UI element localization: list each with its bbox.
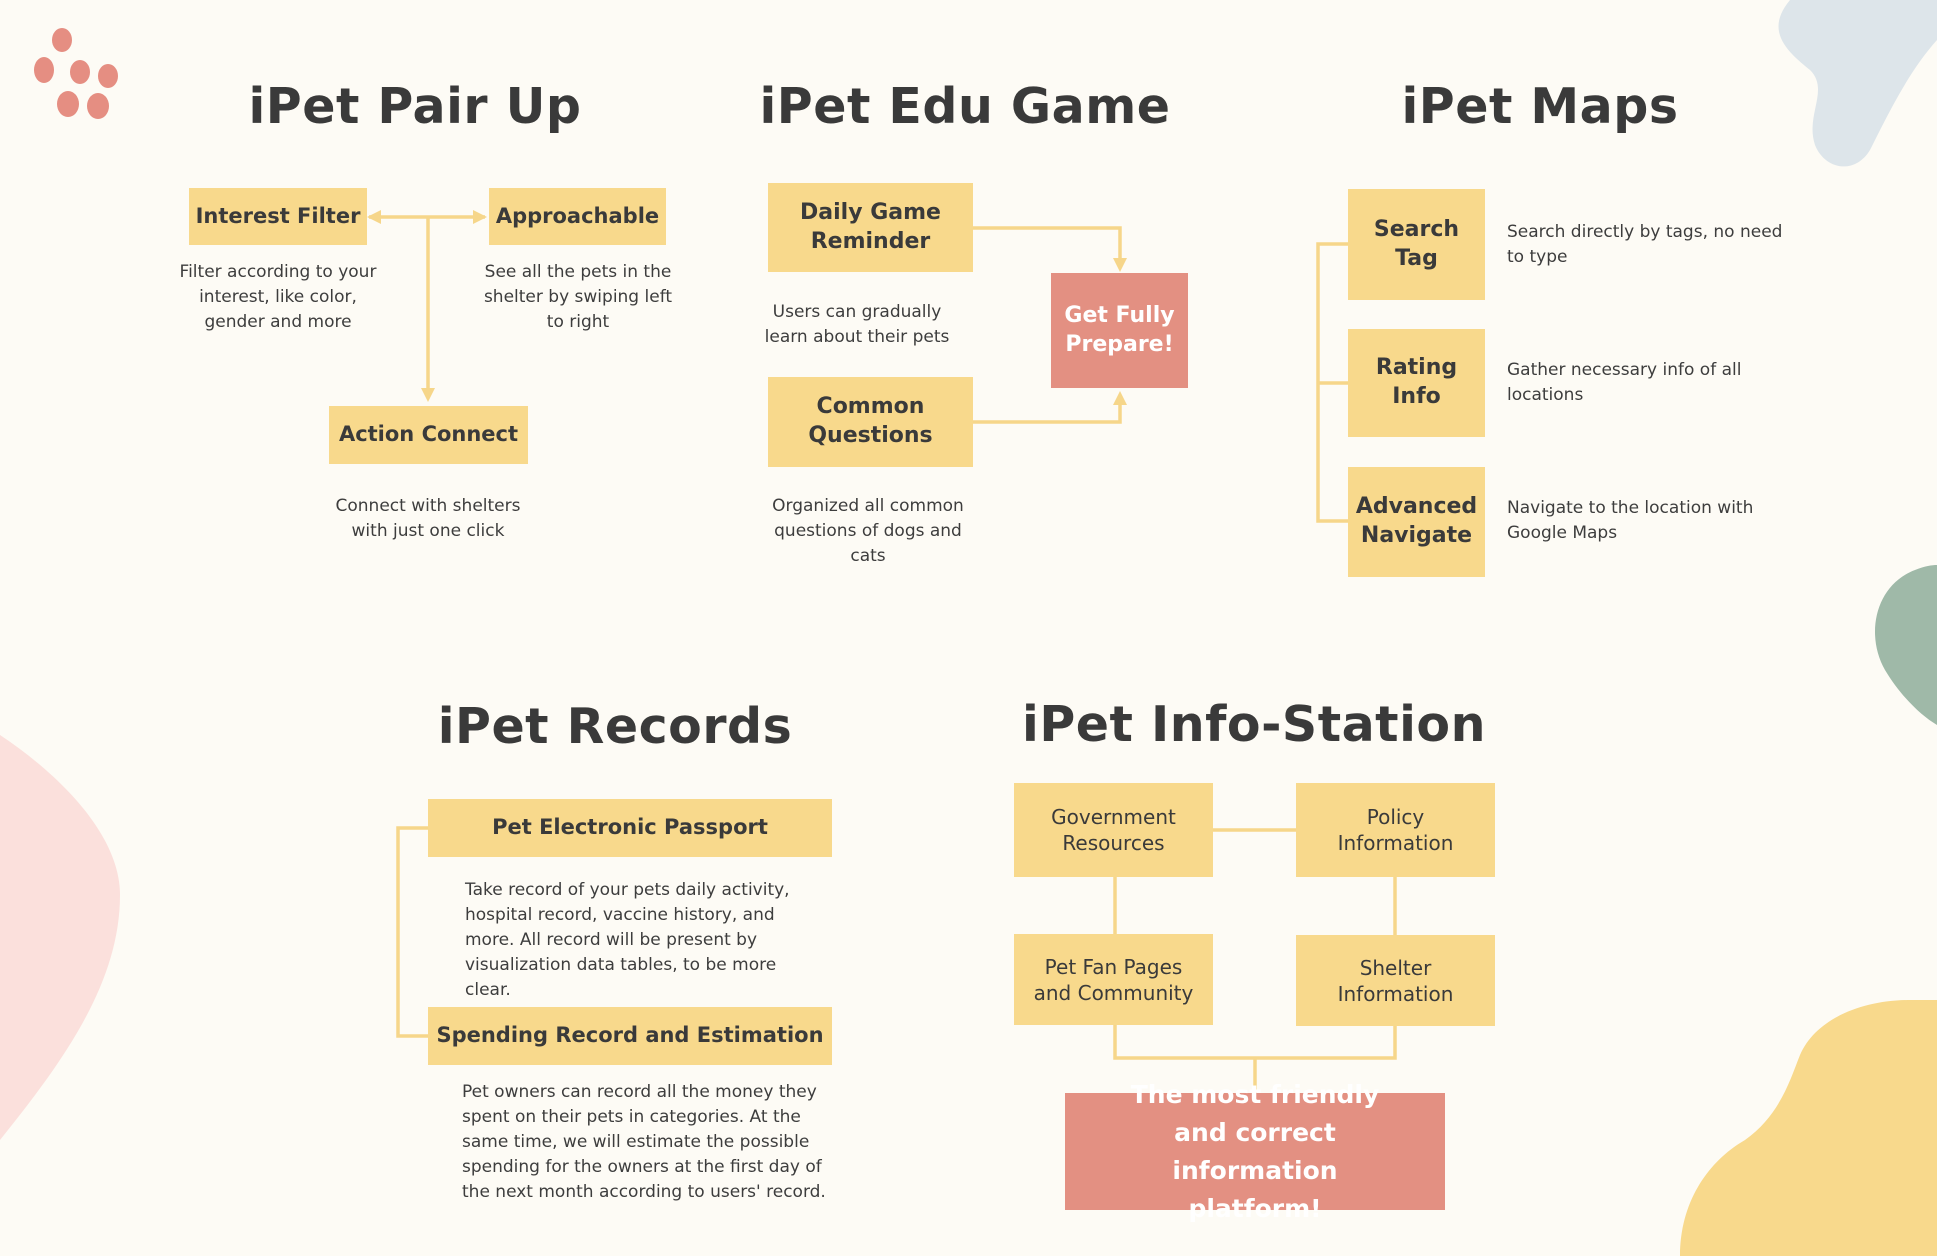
- rating-info-box[interactable]: Rating Info: [1348, 329, 1485, 437]
- interest-filter-box[interactable]: Interest Filter: [189, 188, 367, 245]
- records-title: iPet Records: [437, 698, 793, 755]
- government-resources-box[interactable]: Government Resources: [1014, 783, 1213, 877]
- shelter-information-box[interactable]: Shelter Information: [1296, 935, 1495, 1026]
- decor-blob-green: [1875, 565, 1937, 725]
- action-connect-box[interactable]: Action Connect: [329, 406, 528, 464]
- passport-description: Take record of your pets daily activity,…: [465, 880, 790, 1000]
- advanced-navigate-box[interactable]: Advanced Navigate: [1348, 467, 1485, 577]
- common-questions-box[interactable]: Common Questions: [768, 377, 973, 467]
- pet-electronic-passport-box[interactable]: Pet Electronic Passport: [428, 799, 832, 857]
- info-platform-box[interactable]: The most friendly and correct informatio…: [1065, 1080, 1445, 1223]
- advanced-navigate-description: Navigate to the location with Google Map…: [1507, 498, 1754, 543]
- action-connect-description: Connect with shelters with just one clic…: [335, 496, 521, 541]
- daily-game-description: Users can gradually learn about their pe…: [764, 302, 950, 347]
- info-station-title: iPet Info-Station: [1022, 696, 1486, 753]
- decor-blob-pink: [0, 735, 120, 1140]
- common-questions-description: Organized all common questions of dogs a…: [772, 496, 964, 566]
- spending-record-box[interactable]: Spending Record and Estimation: [428, 1007, 832, 1065]
- decor-blob-blue: [1778, 0, 1937, 167]
- decor-blob-yellow: [1680, 1000, 1937, 1256]
- pet-fan-pages-box[interactable]: Pet Fan Pages and Community: [1014, 934, 1213, 1025]
- get-fully-prepare-box[interactable]: Get Fully Prepare!: [1051, 273, 1188, 388]
- search-tag-box[interactable]: Search Tag: [1348, 189, 1485, 300]
- interest-filter-description: Filter according to your interest, like …: [179, 262, 377, 332]
- policy-information-box[interactable]: Policy Information: [1296, 783, 1495, 877]
- paw-print-icon: [34, 28, 118, 119]
- maps-title: iPet Maps: [1401, 78, 1679, 135]
- spending-description: Pet owners can record all the money they…: [462, 1082, 826, 1202]
- approachable-description: See all the pets in the shelter by swipi…: [483, 262, 673, 332]
- edu-game-title: iPet Edu Game: [759, 78, 1171, 135]
- approachable-box[interactable]: Approachable: [489, 188, 666, 245]
- daily-game-reminder-box[interactable]: Daily Game Reminder: [768, 183, 973, 272]
- pair-up-title: iPet Pair Up: [248, 78, 582, 135]
- search-tag-description: Search directly by tags, no need to type: [1507, 222, 1783, 267]
- rating-info-description: Gather necessary info of all locations: [1507, 360, 1742, 405]
